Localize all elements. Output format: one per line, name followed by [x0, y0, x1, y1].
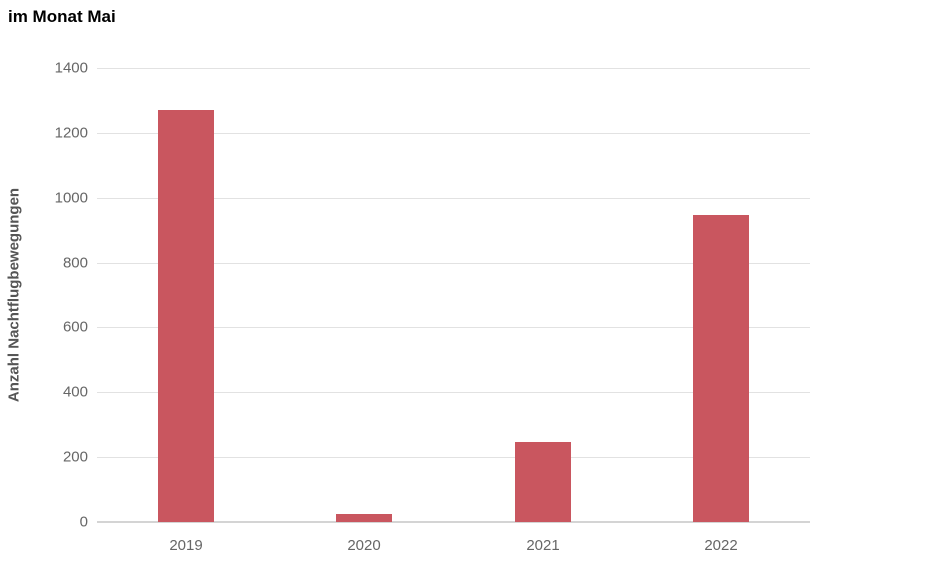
y-tick-label-800: 800 — [62, 254, 88, 272]
bar-2020 — [336, 514, 392, 522]
y-tick-label-1000: 1000 — [54, 189, 88, 207]
chart-title: im Monat Mai — [8, 7, 116, 26]
y-tick-label-0: 0 — [79, 513, 88, 531]
x-tick-label-2022: 2022 — [704, 537, 738, 554]
gridline-1000 — [97, 198, 810, 199]
y-axis-title: Anzahl Nachtflugbewegungen — [5, 187, 23, 403]
y-tick-label-1200: 1200 — [54, 124, 88, 142]
gridline-1200 — [97, 133, 810, 134]
bar-2019 — [158, 110, 214, 522]
gridline-800 — [97, 263, 810, 264]
gridline-200 — [97, 457, 810, 458]
y-tick-label-400: 400 — [62, 383, 88, 401]
y-tick-label-1400: 1400 — [54, 59, 88, 77]
x-tick-label-2019: 2019 — [169, 537, 203, 554]
gridline-400 — [97, 392, 810, 393]
y-tick-label-600: 600 — [62, 318, 88, 336]
gridline-600 — [97, 327, 810, 328]
gridline-1400 — [97, 68, 810, 69]
y-tick-label-200: 200 — [62, 448, 88, 466]
x-tick-label-2021: 2021 — [526, 537, 560, 554]
bar-2021 — [515, 442, 571, 522]
x-tick-label-2020: 2020 — [347, 537, 381, 554]
bar-2022 — [693, 215, 749, 522]
x-axis-line — [97, 521, 810, 523]
